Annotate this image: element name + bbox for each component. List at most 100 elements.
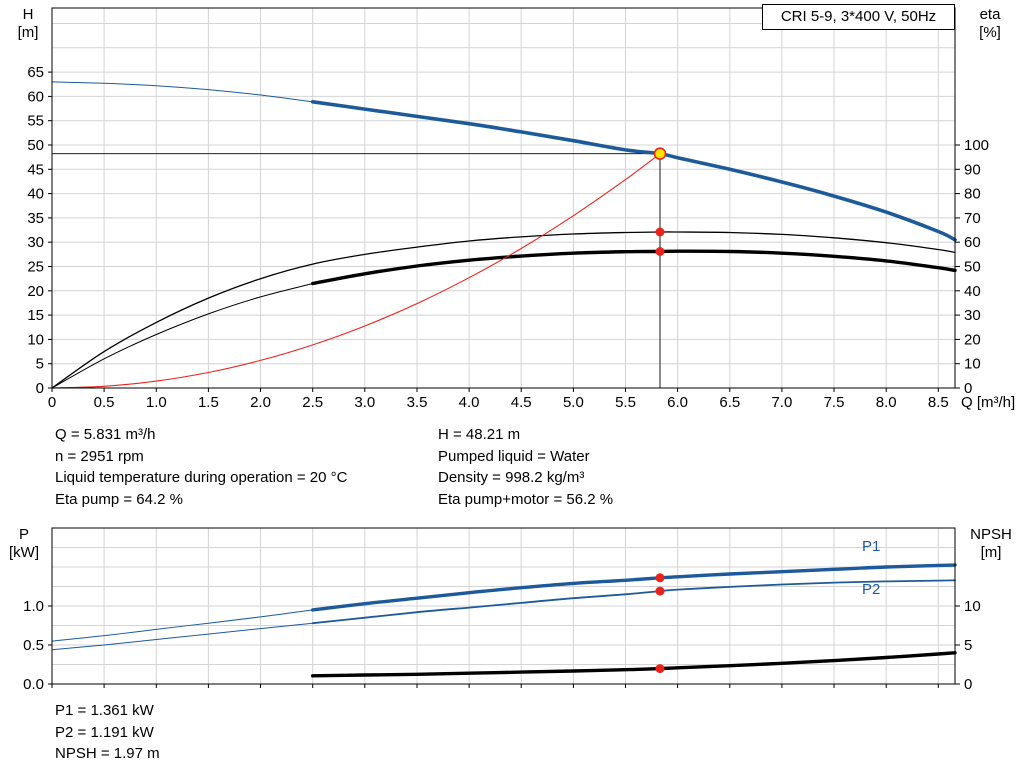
qh-efficiency-chart[interactable]: 0 0.5 1.0 1.5 2.0 2.5 3.0 3.5 4.0 4.5 5.0 5.5 6.0 6.5…: [27, 7, 1015, 411]
info-line-temperature: Liquid temperature during operation = 20…: [55, 469, 348, 486]
duty-point-p1[interactable]: [655, 573, 665, 583]
grid-lines: [52, 8, 955, 388]
svg-text:0: 0: [48, 394, 56, 411]
svg-text:3.5: 3.5: [407, 394, 428, 411]
svg-text:60: 60: [964, 234, 981, 251]
power-npsh-chart[interactable]: 0.0 0.5 1.0 0 5 10: [23, 527, 981, 693]
svg-text:0.5: 0.5: [23, 637, 44, 654]
svg-text:2.0: 2.0: [250, 394, 271, 411]
svg-text:6.0: 6.0: [667, 394, 688, 411]
svg-text:65: 65: [27, 64, 44, 81]
info-line-q: Q = 5.831 m³/h: [55, 426, 156, 443]
svg-text:15: 15: [27, 307, 44, 324]
grid-lines: [52, 528, 955, 684]
h-axis-label: H [m]: [6, 6, 50, 42]
eta-axis-symbol: eta: [979, 6, 1001, 23]
svg-text:7.0: 7.0: [771, 394, 792, 411]
axis-ticks: 0 0.5 1.0 1.5 2.0 2.5 3.0 3.5 4.0 4.5 5.0 5.5 6.0 6.5…: [27, 64, 1015, 411]
duty-point-p2[interactable]: [655, 586, 665, 596]
svg-text:55: 55: [27, 113, 44, 130]
eta-pump-motor-curve: [311, 249, 957, 286]
info-line-npsh: NPSH = 1.97 m: [55, 745, 160, 762]
p2-curve-thin: [51, 622, 313, 651]
svg-text:3.0: 3.0: [354, 394, 375, 411]
svg-text:6.5: 6.5: [719, 394, 740, 411]
p1-series-label: P1: [862, 538, 881, 555]
info-line-eta-pump: Eta pump = 64.2 %: [55, 490, 183, 508]
h-axis-unit: [m]: [17, 24, 39, 41]
svg-text:5.5: 5.5: [615, 394, 636, 411]
svg-text:50: 50: [964, 259, 981, 276]
p-axis-label: P [kW]: [0, 526, 48, 562]
info-line-liquid: Pumped liquid = Water: [438, 447, 590, 465]
p2-series-label: P2: [862, 581, 881, 598]
svg-text:4.5: 4.5: [511, 394, 532, 411]
svg-text:70: 70: [964, 210, 981, 227]
eta-pump-curve: [51, 231, 956, 389]
svg-text:40: 40: [27, 186, 44, 203]
svg-text:10: 10: [964, 598, 981, 615]
power-info: P1 = 1.361 kW P2 = 1.191 kW NPSH = 1.97 …: [55, 700, 160, 765]
axis-ticks: 0.0 0.5 1.0 0 5 10: [23, 598, 981, 693]
svg-text:10: 10: [964, 356, 981, 373]
duty-point-npsh[interactable]: [655, 664, 665, 674]
head-curve-thin: [51, 81, 313, 103]
plot-frame: [51, 7, 956, 389]
svg-text:30: 30: [27, 234, 44, 251]
p1-curve-thin: [51, 609, 313, 642]
duty-point-eta-pump-motor[interactable]: [655, 247, 665, 256]
svg-text:1.5: 1.5: [198, 394, 219, 411]
operating-point-info-right: H = 48.21 m Pumped liquid = Water Densit…: [438, 424, 613, 510]
svg-text:80: 80: [964, 186, 981, 203]
system-curve: [51, 153, 661, 389]
svg-text:0: 0: [964, 676, 972, 693]
pump-title-box: CRI 5-9, 3*400 V, 50Hz: [762, 4, 955, 30]
svg-text:60: 60: [27, 88, 44, 105]
head-curve: [310, 100, 957, 242]
svg-text:4.0: 4.0: [459, 394, 480, 411]
h-axis-symbol: H: [22, 6, 34, 23]
svg-text:30: 30: [964, 307, 981, 324]
eta-axis-label: eta [%]: [964, 6, 1016, 42]
p-axis-unit: [kW]: [9, 544, 39, 561]
svg-text:5: 5: [964, 637, 972, 654]
svg-text:1.0: 1.0: [23, 598, 44, 615]
p-axis-symbol: P: [18, 526, 29, 543]
npsh-axis-label: NPSH [m]: [960, 526, 1022, 562]
svg-text:5.0: 5.0: [563, 394, 584, 411]
info-line-h: H = 48.21 m: [438, 426, 521, 443]
svg-text:0: 0: [36, 380, 44, 397]
svg-text:5: 5: [36, 356, 44, 373]
duty-point-head[interactable]: [653, 147, 667, 160]
info-line-eta-pump-motor: Eta pump+motor = 56.2 %: [438, 490, 614, 508]
svg-text:0: 0: [964, 380, 972, 397]
svg-text:10: 10: [27, 331, 44, 348]
info-line-p2: P2 = 1.191 kW: [55, 723, 154, 741]
svg-text:50: 50: [27, 137, 44, 154]
svg-text:90: 90: [964, 161, 981, 178]
svg-text:7.5: 7.5: [824, 394, 845, 411]
operating-point-info-left: Q = 5.831 m³/h n = 2951 rpm Liquid tempe…: [55, 424, 347, 510]
svg-text:25: 25: [27, 259, 44, 276]
svg-text:45: 45: [27, 161, 44, 178]
svg-text:20: 20: [964, 331, 981, 348]
p1-curve: [311, 563, 957, 612]
svg-text:8.5: 8.5: [928, 394, 949, 411]
pump-title: CRI 5-9, 3*400 V, 50Hz: [780, 8, 937, 25]
svg-text:8.0: 8.0: [876, 394, 897, 411]
info-line-density: Density = 998.2 kg/m³: [438, 469, 585, 486]
svg-text:100: 100: [964, 137, 989, 154]
svg-text:40: 40: [964, 283, 981, 300]
npsh-axis-unit: [m]: [980, 544, 1002, 561]
npsh-axis-symbol: NPSH: [970, 526, 1012, 543]
eta-axis-unit: [%]: [979, 24, 1001, 41]
svg-text:1.0: 1.0: [146, 394, 167, 411]
svg-text:0.0: 0.0: [23, 676, 44, 693]
info-line-p1: P1 = 1.361 kW: [55, 702, 154, 719]
svg-text:20: 20: [27, 283, 44, 300]
eta-pump-motor-curve-thin: [51, 283, 313, 389]
duty-point-eta-pump[interactable]: [655, 227, 665, 237]
svg-text:35: 35: [27, 210, 44, 227]
